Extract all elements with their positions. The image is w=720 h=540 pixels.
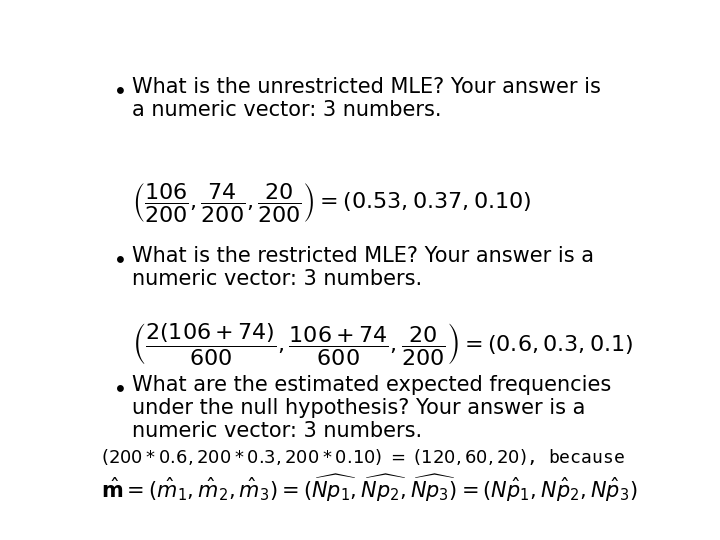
Text: $(200*0.6, 200*0.3, 200*0.10) \;=\; (120, 60, 20)$, because: $(200*0.6, 200*0.3, 200*0.10) \;=\; (120… xyxy=(101,447,625,467)
Text: What are the estimated expected frequencies
under the null hypothesis? Your answ: What are the estimated expected frequenc… xyxy=(132,375,611,441)
Text: What is the unrestricted MLE? Your answer is
a numeric vector: 3 numbers.: What is the unrestricted MLE? Your answe… xyxy=(132,77,600,120)
Text: $\bullet$: $\bullet$ xyxy=(112,77,125,102)
Text: $\bullet$: $\bullet$ xyxy=(112,246,125,269)
Text: $\left(\dfrac{2(106+74)}{600},\dfrac{106+74}{600},\dfrac{20}{200}\right) = (0.6,: $\left(\dfrac{2(106+74)}{600},\dfrac{106… xyxy=(132,321,634,367)
Text: $\left(\dfrac{106}{200},\dfrac{74}{200},\dfrac{20}{200}\right) = (0.53, 0.37, 0.: $\left(\dfrac{106}{200},\dfrac{74}{200},… xyxy=(132,181,531,224)
Text: $\hat{\mathbf{m}} = (\hat{m}_1, \hat{m}_2, \hat{m}_3) = (\widehat{Np_1}, \wideha: $\hat{\mathbf{m}} = (\hat{m}_1, \hat{m}_… xyxy=(101,473,638,504)
Text: $\bullet$: $\bullet$ xyxy=(112,375,125,399)
Text: What is the restricted MLE? Your answer is a
numeric vector: 3 numbers.: What is the restricted MLE? Your answer … xyxy=(132,246,594,289)
